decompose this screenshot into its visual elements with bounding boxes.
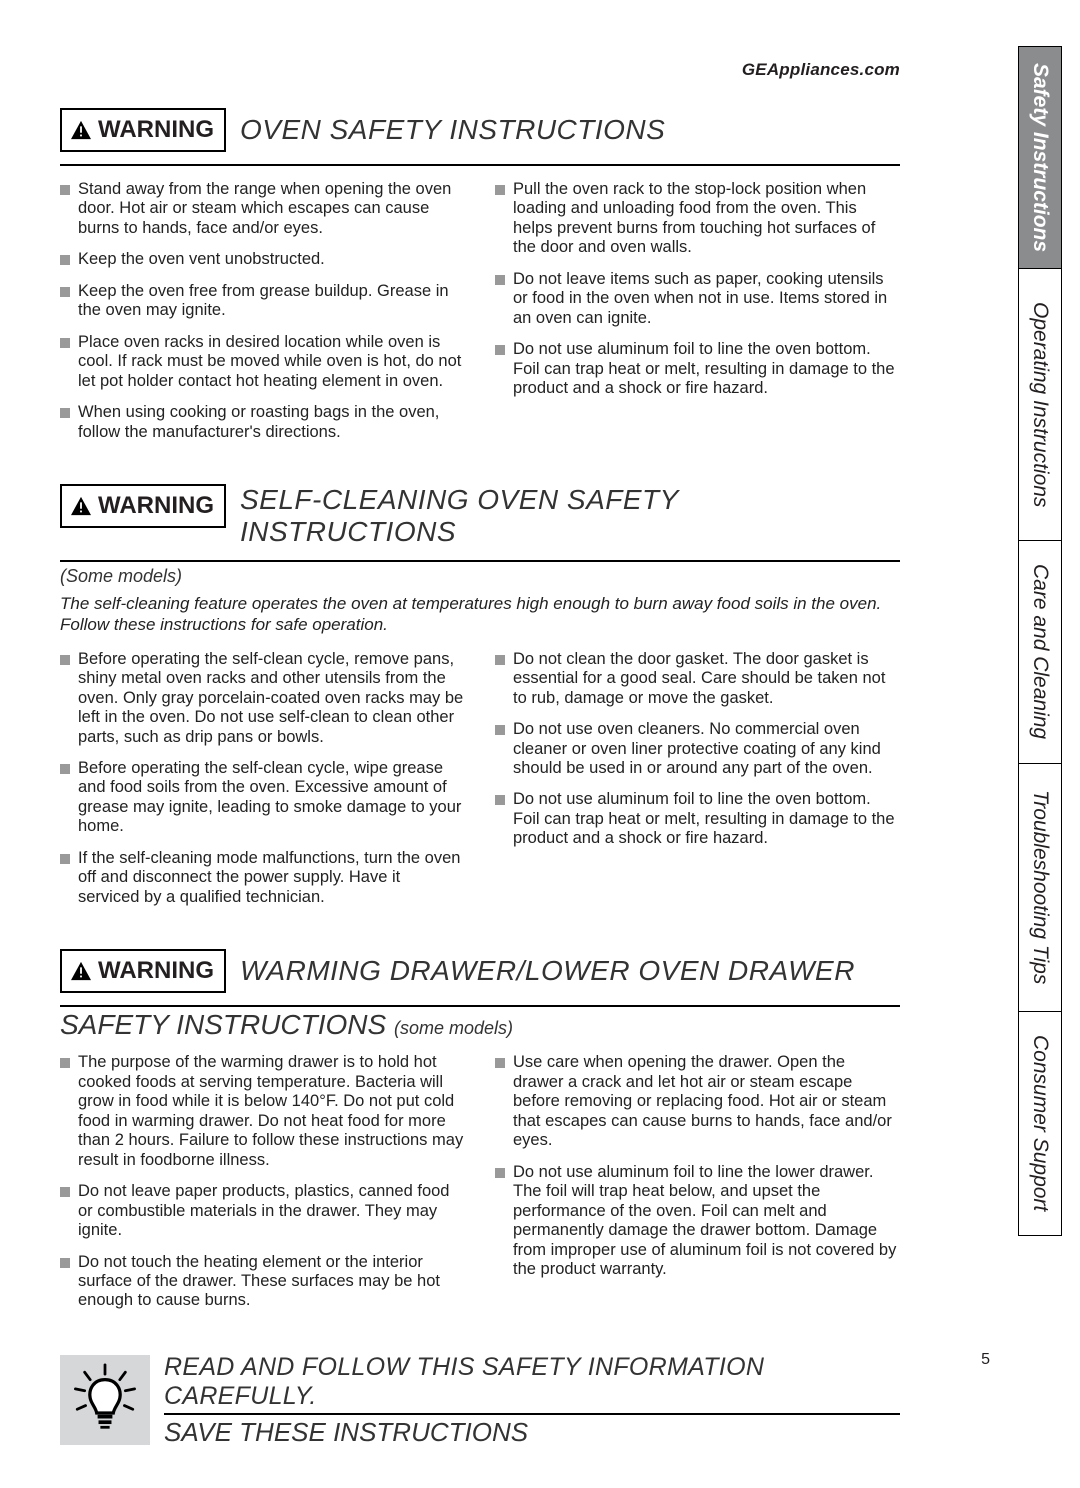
bullet-item: Keep the oven free from grease buildup. … — [60, 282, 465, 321]
subtitle-small: (some models) — [394, 1018, 513, 1038]
bullet-square-icon — [495, 275, 505, 285]
bullet-square-icon — [60, 854, 70, 864]
bullet-square-icon — [495, 1058, 505, 1068]
bullet-text: Use care when opening the drawer. Open t… — [513, 1053, 900, 1150]
bullet-item: Do not use aluminum foil to line the ove… — [495, 340, 900, 398]
bullet-text: Do not use aluminum foil to line the low… — [513, 1163, 900, 1280]
bullet-text: Do not touch the heating element or the … — [78, 1253, 465, 1311]
page-content: GEAppliances.com WARNING OVEN SAFETY INS… — [0, 0, 970, 1488]
warning-label: WARNING — [98, 957, 214, 985]
bullet-item: Do not clean the door gasket. The door g… — [495, 650, 900, 708]
bullet-item: Do not leave items such as paper, cookin… — [495, 270, 900, 328]
rule — [60, 560, 900, 562]
bullet-text: If the self-cleaning mode malfunctions, … — [78, 849, 465, 907]
bullet-square-icon — [495, 655, 505, 665]
side-tabs: Safety InstructionsOperating Instruction… — [1018, 46, 1062, 1356]
bullet-square-icon — [495, 795, 505, 805]
bullet-square-icon — [60, 1258, 70, 1268]
bullet-square-icon — [60, 655, 70, 665]
warning-triangle-icon — [70, 120, 92, 140]
bullet-item: Use care when opening the drawer. Open t… — [495, 1053, 900, 1150]
bullet-square-icon — [60, 287, 70, 297]
section-2-columns: Before operating the self-clean cycle, r… — [60, 650, 900, 920]
lightbulb-icon — [68, 1363, 142, 1437]
save-line-1: READ AND FOLLOW THIS SAFETY INFORMATION … — [164, 1353, 900, 1415]
bullet-item: If the self-cleaning mode malfunctions, … — [60, 849, 465, 907]
section-1-columns: Stand away from the range when opening t… — [60, 180, 900, 454]
bullet-item: Place oven racks in desired location whi… — [60, 333, 465, 391]
section-3-title: WARMING DRAWER/LOWER OVEN DRAWER — [226, 949, 855, 993]
bullet-square-icon — [495, 1168, 505, 1178]
bullet-text: Do not clean the door gasket. The door g… — [513, 650, 900, 708]
side-tab[interactable]: Safety Instructions — [1018, 46, 1062, 268]
warning-badge-2: WARNING — [60, 484, 226, 528]
warning-label: WARNING — [98, 116, 214, 144]
bullet-text: Before operating the self-clean cycle, w… — [78, 759, 465, 837]
bullet-item: Do not leave paper products, plastics, c… — [60, 1182, 465, 1240]
bullet-square-icon — [60, 764, 70, 774]
bullet-text: Do not use oven cleaners. No commercial … — [513, 720, 900, 778]
bullet-item: The purpose of the warming drawer is to … — [60, 1053, 465, 1170]
save-text: READ AND FOLLOW THIS SAFETY INFORMATION … — [164, 1353, 900, 1448]
site-url: GEAppliances.com — [60, 60, 900, 80]
section-3-subtitle: SAFETY INSTRUCTIONS (some models) — [60, 1009, 900, 1041]
bullet-text: Do not leave items such as paper, cookin… — [513, 270, 900, 328]
bullet-text: Place oven racks in desired location whi… — [78, 333, 465, 391]
side-tab[interactable]: Operating Instructions — [1018, 268, 1062, 540]
bullet-item: Do not use aluminum foil to line the low… — [495, 1163, 900, 1280]
bullet-text: When using cooking or roasting bags in t… — [78, 403, 465, 442]
warning-badge-3: WARNING — [60, 949, 226, 993]
section-2-header: WARNING SELF-CLEANING OVEN SAFETY INSTRU… — [60, 484, 900, 548]
bullet-text: Do not use aluminum foil to line the ove… — [513, 790, 900, 848]
bullet-item: Do not touch the heating element or the … — [60, 1253, 465, 1311]
side-tab[interactable]: Consumer Support — [1018, 1011, 1062, 1236]
save-line-2: SAVE THESE INSTRUCTIONS — [164, 1417, 900, 1448]
bullet-square-icon — [495, 725, 505, 735]
bullet-square-icon — [60, 255, 70, 265]
warning-label: WARNING — [98, 492, 214, 520]
bullet-text: Do not leave paper products, plastics, c… — [78, 1182, 465, 1240]
bullet-item: Pull the oven rack to the stop-lock posi… — [495, 180, 900, 258]
bullet-square-icon — [495, 345, 505, 355]
bullet-text: Do not use aluminum foil to line the ove… — [513, 340, 900, 398]
section-1-title: OVEN SAFETY INSTRUCTIONS — [226, 108, 665, 152]
bullet-item: When using cooking or roasting bags in t… — [60, 403, 465, 442]
bullet-text: The purpose of the warming drawer is to … — [78, 1053, 465, 1170]
bullet-text: Before operating the self-clean cycle, r… — [78, 650, 465, 747]
bullet-item: Do not use oven cleaners. No commercial … — [495, 720, 900, 778]
lightbulb-icon-box — [60, 1355, 150, 1445]
warning-triangle-icon — [70, 961, 92, 981]
rule — [60, 1005, 900, 1007]
warning-triangle-icon — [70, 496, 92, 516]
bullet-item: Before operating the self-clean cycle, w… — [60, 759, 465, 837]
bullet-text: Pull the oven rack to the stop-lock posi… — [513, 180, 900, 258]
bullet-square-icon — [60, 1187, 70, 1197]
rule — [60, 164, 900, 166]
bullet-item: Do not use aluminum foil to line the ove… — [495, 790, 900, 848]
bullet-item: Keep the oven vent unobstructed. — [60, 250, 465, 269]
side-tab[interactable]: Troubleshooting Tips — [1018, 763, 1062, 1011]
warning-badge-1: WARNING — [60, 108, 226, 152]
bullet-square-icon — [60, 185, 70, 195]
section-2-title: SELF-CLEANING OVEN SAFETY INSTRUCTIONS — [226, 484, 900, 548]
section-1-header: WARNING OVEN SAFETY INSTRUCTIONS — [60, 108, 900, 152]
section-2-intro: The self-cleaning feature operates the o… — [60, 593, 900, 636]
bullet-text: Stand away from the range when opening t… — [78, 180, 465, 238]
page-number: 5 — [981, 1351, 990, 1369]
bullet-item: Stand away from the range when opening t… — [60, 180, 465, 238]
bullet-square-icon — [495, 185, 505, 195]
section-3-header: WARNING WARMING DRAWER/LOWER OVEN DRAWER — [60, 949, 900, 993]
bullet-square-icon — [60, 338, 70, 348]
some-models-note: (Some models) — [60, 566, 900, 587]
bullet-square-icon — [60, 1058, 70, 1068]
save-instructions-block: READ AND FOLLOW THIS SAFETY INFORMATION … — [60, 1353, 900, 1448]
subtitle-main: SAFETY INSTRUCTIONS — [60, 1009, 386, 1040]
bullet-square-icon — [60, 408, 70, 418]
bullet-item: Before operating the self-clean cycle, r… — [60, 650, 465, 747]
side-tab[interactable]: Care and Cleaning — [1018, 540, 1062, 763]
section-3-columns: The purpose of the warming drawer is to … — [60, 1053, 900, 1323]
bullet-text: Keep the oven vent unobstructed. — [78, 250, 325, 269]
bullet-text: Keep the oven free from grease buildup. … — [78, 282, 465, 321]
